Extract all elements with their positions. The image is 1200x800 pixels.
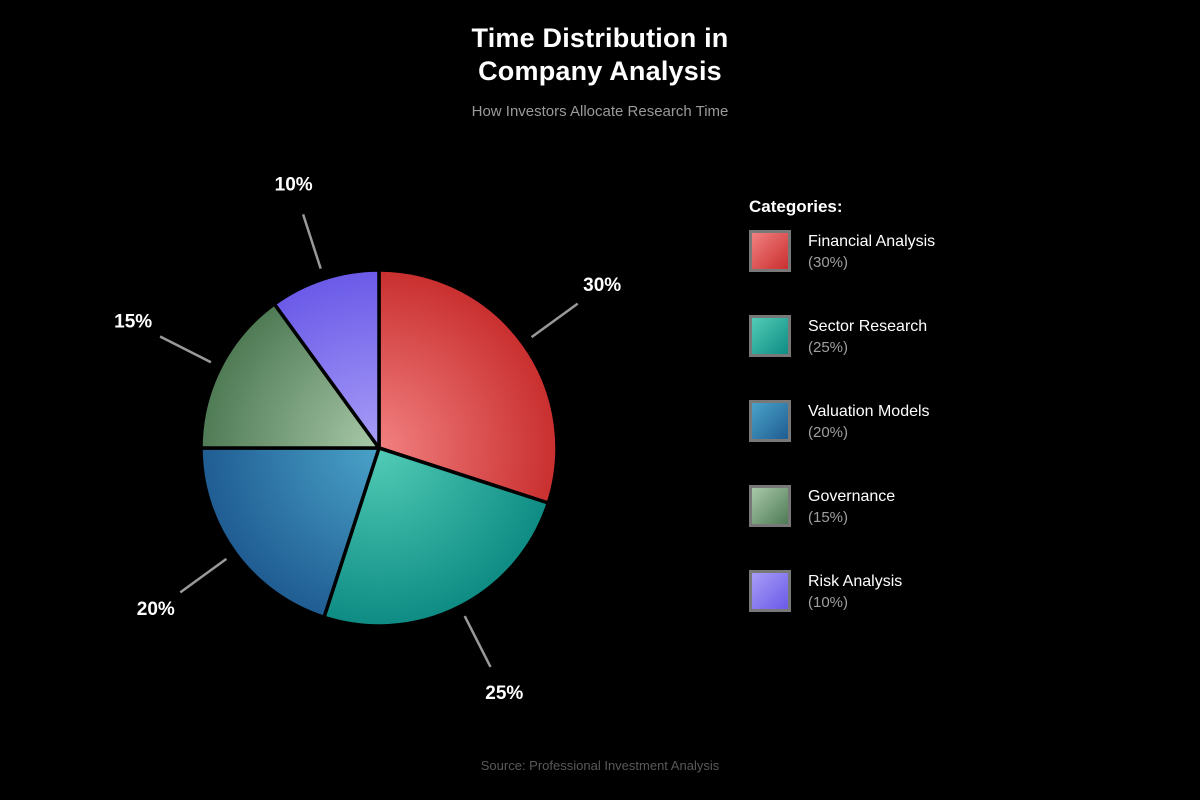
legend-text-risk-analysis: Risk Analysis (10%) xyxy=(808,570,902,611)
legend-swatch-sector-research xyxy=(749,315,791,357)
legend-percentage: (30%) xyxy=(808,254,849,271)
pie-slice-valuation-models xyxy=(199,446,381,620)
pct-label-sector-research: 25% xyxy=(485,683,523,704)
pct-label-valuation-models: 20% xyxy=(137,599,175,620)
leader-line-valuation-models xyxy=(179,557,228,594)
chart-title-line1: Time Distribution in xyxy=(471,23,729,53)
legend-swatch-governance xyxy=(749,485,791,527)
legend-text-financial-analysis: Financial Analysis (30%) xyxy=(808,230,935,271)
pct-label-governance: 15% xyxy=(114,312,152,333)
chart-title-line2: Company Analysis xyxy=(478,56,722,86)
legend-text-valuation-models: Valuation Models (20%) xyxy=(808,400,930,441)
legend-heading: Categories: xyxy=(749,197,843,216)
legend-items: Financial Analysis (30%) Sector Research (2… xyxy=(749,230,1079,612)
legend: Categories: Financial Analysis (30%) Secto… xyxy=(749,197,1079,655)
legend-item-sector-research: Sector Research (25%) xyxy=(749,315,1079,357)
leader-line-risk-analysis xyxy=(301,214,322,269)
pie-slice-financial-analysis xyxy=(377,268,559,505)
legend-label: Risk Analysis xyxy=(808,573,903,590)
legend-item-valuation-models: Valuation Models (20%) xyxy=(749,400,1079,442)
pct-label-financial-analysis: 30% xyxy=(583,275,621,296)
legend-swatch-risk-analysis xyxy=(749,570,791,612)
leader-line-financial-analysis xyxy=(530,302,579,339)
leader-line-sector-research xyxy=(463,615,492,668)
legend-text-governance: Governance (15%) xyxy=(808,485,895,526)
legend-swatch-valuation-models xyxy=(749,400,791,442)
pie-slice-governance xyxy=(199,302,381,450)
pct-label-risk-analysis: 10% xyxy=(275,175,313,196)
legend-item-risk-analysis: Risk Analysis (10%) xyxy=(749,570,1079,612)
chart-subtitle: How Investors Allocate Research Time xyxy=(471,103,729,120)
legend-text-sector-research: Sector Research (25%) xyxy=(808,315,927,356)
legend-label: Valuation Models xyxy=(808,403,930,420)
legend-percentage: (10%) xyxy=(808,594,849,611)
leader-line-governance xyxy=(159,335,212,364)
pie-slice-risk-analysis xyxy=(272,268,381,450)
pie-slice-sector-research xyxy=(322,446,551,628)
legend-label: Governance xyxy=(808,488,896,505)
chart-title: Time Distribution in Company Analysis xyxy=(0,22,1200,88)
source-text: Source: Professional Investment Analysis xyxy=(480,758,720,773)
legend-label: Financial Analysis xyxy=(808,233,936,250)
legend-swatch-financial-analysis xyxy=(749,230,791,272)
legend-percentage: (15%) xyxy=(808,509,849,526)
legend-item-financial-analysis: Financial Analysis (30%) xyxy=(749,230,1079,272)
legend-item-governance: Governance (15%) xyxy=(749,485,1079,527)
legend-label: Sector Research xyxy=(808,318,928,335)
legend-percentage: (20%) xyxy=(808,424,849,441)
header: Time Distribution in Company Analysis How… xyxy=(0,22,1200,120)
legend-percentage: (25%) xyxy=(808,339,849,356)
